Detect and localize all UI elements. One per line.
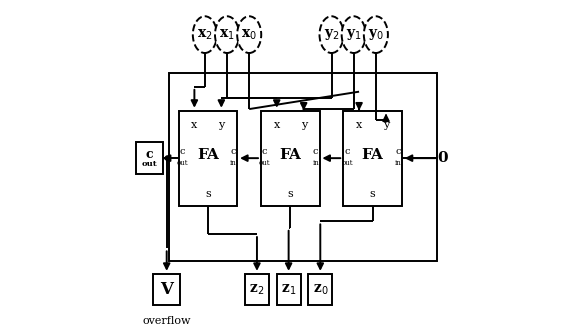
Text: c: c [180, 147, 185, 156]
Text: FA: FA [279, 148, 301, 162]
Text: z$_1$: z$_1$ [281, 283, 296, 297]
Bar [153, 274, 180, 305]
Ellipse shape [237, 16, 261, 53]
Bar [277, 274, 300, 305]
Text: y$_2$: y$_2$ [324, 27, 339, 42]
Ellipse shape [364, 16, 388, 53]
Text: x: x [191, 120, 197, 130]
Text: out: out [341, 159, 353, 167]
Text: c: c [146, 148, 153, 161]
Text: y: y [300, 120, 307, 130]
Bar [261, 111, 320, 206]
Text: FA: FA [197, 148, 219, 162]
Text: x$_0$: x$_0$ [241, 27, 257, 42]
Text: x: x [356, 120, 362, 130]
Text: c: c [345, 147, 350, 156]
Text: y: y [218, 120, 225, 130]
Text: in: in [395, 159, 402, 167]
Text: y$_0$: y$_0$ [368, 27, 384, 42]
Text: in: in [230, 159, 237, 167]
Text: x$_2$: x$_2$ [197, 27, 212, 42]
Ellipse shape [193, 16, 217, 53]
Text: V: V [160, 281, 173, 298]
Bar [179, 111, 237, 206]
Text: c: c [262, 147, 268, 156]
Text: x: x [274, 120, 280, 130]
Bar [169, 73, 436, 261]
Text: 0: 0 [436, 151, 448, 165]
Ellipse shape [215, 16, 239, 53]
Text: in: in [313, 159, 319, 167]
Ellipse shape [342, 16, 365, 53]
Text: s: s [288, 189, 293, 198]
Bar [136, 142, 163, 174]
Text: FA: FA [361, 148, 384, 162]
Text: y: y [383, 120, 389, 130]
Text: c: c [313, 147, 318, 156]
Text: c: c [230, 147, 236, 156]
Text: out: out [141, 160, 157, 168]
Text: overflow: overflow [143, 316, 191, 326]
Text: z$_0$: z$_0$ [313, 283, 328, 297]
Bar [245, 274, 269, 305]
Ellipse shape [320, 16, 343, 53]
Text: c: c [395, 147, 401, 156]
Circle shape [165, 156, 170, 160]
Bar [343, 111, 402, 206]
Text: out: out [259, 159, 271, 167]
Text: out: out [176, 159, 188, 167]
Bar [308, 274, 332, 305]
Text: x$_1$: x$_1$ [219, 27, 235, 42]
Text: s: s [205, 189, 211, 198]
Text: y$_1$: y$_1$ [346, 27, 361, 42]
Text: z$_2$: z$_2$ [249, 283, 265, 297]
Text: s: s [370, 189, 375, 198]
